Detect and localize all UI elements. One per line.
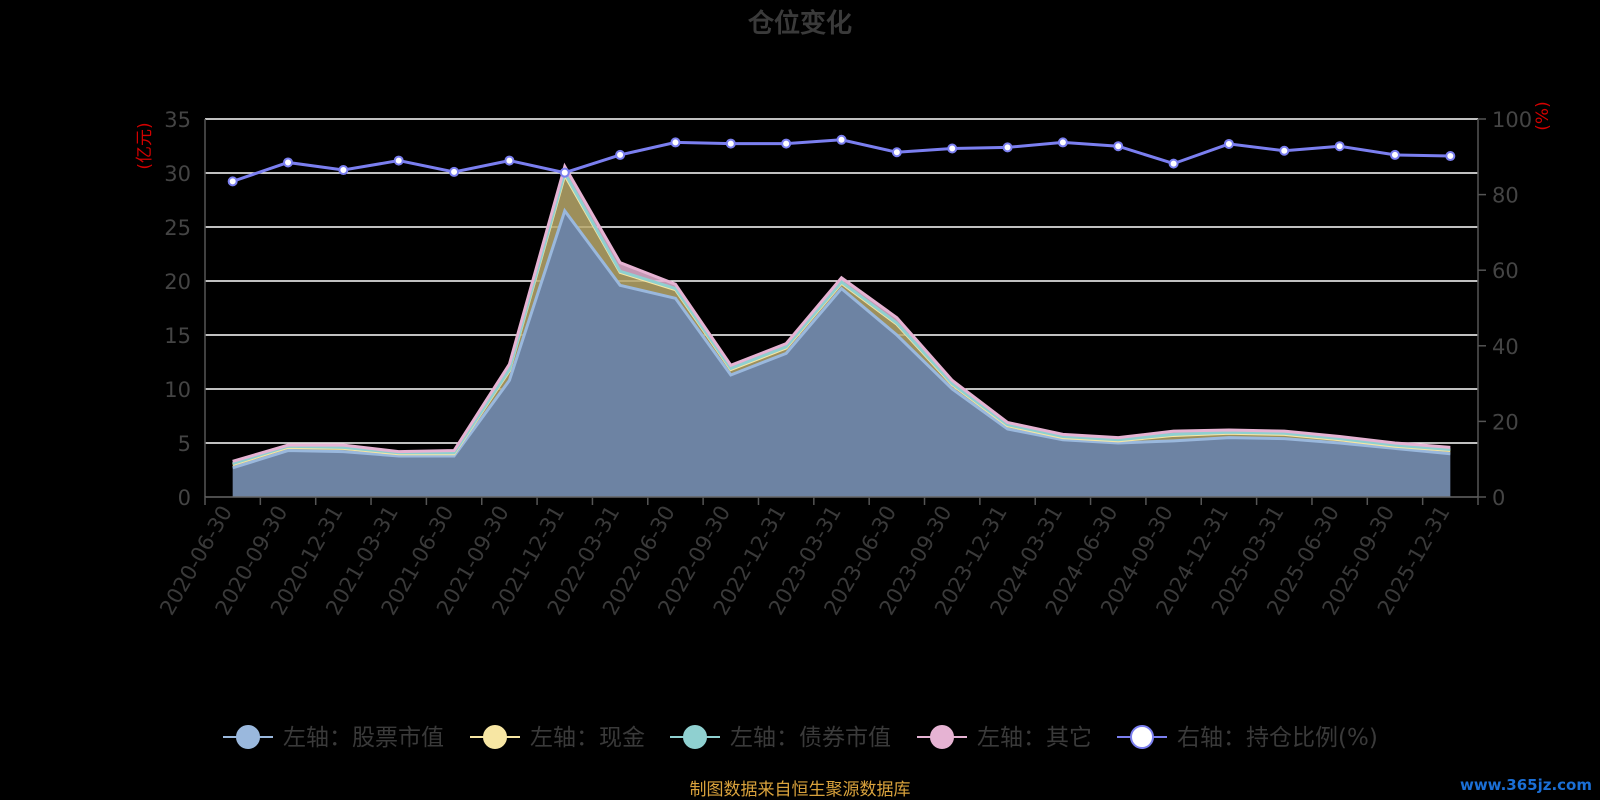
legend-item-cash[interactable]: 左轴：现金 [470,725,645,751]
ratio-point [891,147,902,158]
left-tick-label: 10 [164,378,191,402]
right-tick-label: 100 [1492,108,1532,132]
ratio-point [1334,141,1345,152]
ratio-point [1057,137,1068,148]
right-tick-label: 20 [1492,410,1519,434]
legend-marker [1130,725,1154,749]
ratio-point [670,137,681,148]
legend-label: 左轴：债券市值 [730,725,891,751]
legend-marker [236,725,260,749]
left-tick-label: 0 [178,486,191,510]
line-bond [232,169,1451,465]
right-tick-label: 80 [1492,184,1519,208]
right-axis-unit: (%) [1533,101,1553,130]
ratio-point [393,155,404,166]
left-tick-label: 15 [164,324,191,348]
legend-marker [683,725,707,749]
ratio-point [559,167,570,178]
legend-item-ratio[interactable]: 右轴：持仓比例(%) [1117,725,1378,751]
left-tick-label: 25 [164,216,191,240]
area-series [232,166,1451,498]
legend-item-stock[interactable]: 左轴：股票市值 [223,725,444,751]
legend-label: 左轴：股票市值 [283,725,444,751]
legend-label: 左轴：其它 [977,725,1092,751]
ratio-point [781,138,792,149]
ratio-point [1223,138,1234,149]
ratio-point [836,134,847,145]
left-tick-label: 5 [178,432,191,456]
ratio-point [283,157,294,168]
ratio-point [1445,151,1456,162]
line-ratio [232,138,1451,183]
left-tick-label: 30 [164,162,191,186]
line-other [232,162,1451,463]
ratio-point [1168,158,1179,169]
chart-title: 仓位变化 [747,8,852,39]
ratio-point [725,138,736,149]
legend[interactable]: 左轴：股票市值 左轴：现金 左轴：债券市值 左轴：其它 右轴：持仓比例(%) [223,725,1378,751]
ratio-point [947,143,958,154]
ratio-point [615,149,626,160]
area-stock [232,210,1451,498]
right-tick-label: 60 [1492,259,1519,283]
ratio-point [504,155,515,166]
watermark: www.365jz.com [1460,776,1592,794]
left-tick-label: 35 [164,108,191,132]
ratio-point [227,176,238,187]
right-tick-label: 40 [1492,335,1519,359]
line-series [227,134,1456,470]
ratio-point [449,166,460,177]
legend-label: 右轴：持仓比例(%) [1177,725,1378,751]
left-axis-unit: (亿元) [135,122,155,169]
right-tick-label: 0 [1492,486,1505,510]
ratio-point [1002,142,1013,153]
legend-label: 左轴：现金 [530,725,645,751]
ratio-point [1279,145,1290,156]
legend-item-other[interactable]: 左轴：其它 [917,725,1092,751]
legend-item-bond[interactable]: 左轴：债券市值 [670,725,891,751]
legend-marker [930,725,954,749]
line-stock [232,207,1451,470]
legend-marker [483,725,507,749]
data-source-note: 制图数据来自恒生聚源数据库 [690,780,911,800]
ratio-point [1389,149,1400,160]
ratio-point [1113,141,1124,152]
left-tick-label: 20 [164,270,191,294]
ratio-point [338,165,349,176]
